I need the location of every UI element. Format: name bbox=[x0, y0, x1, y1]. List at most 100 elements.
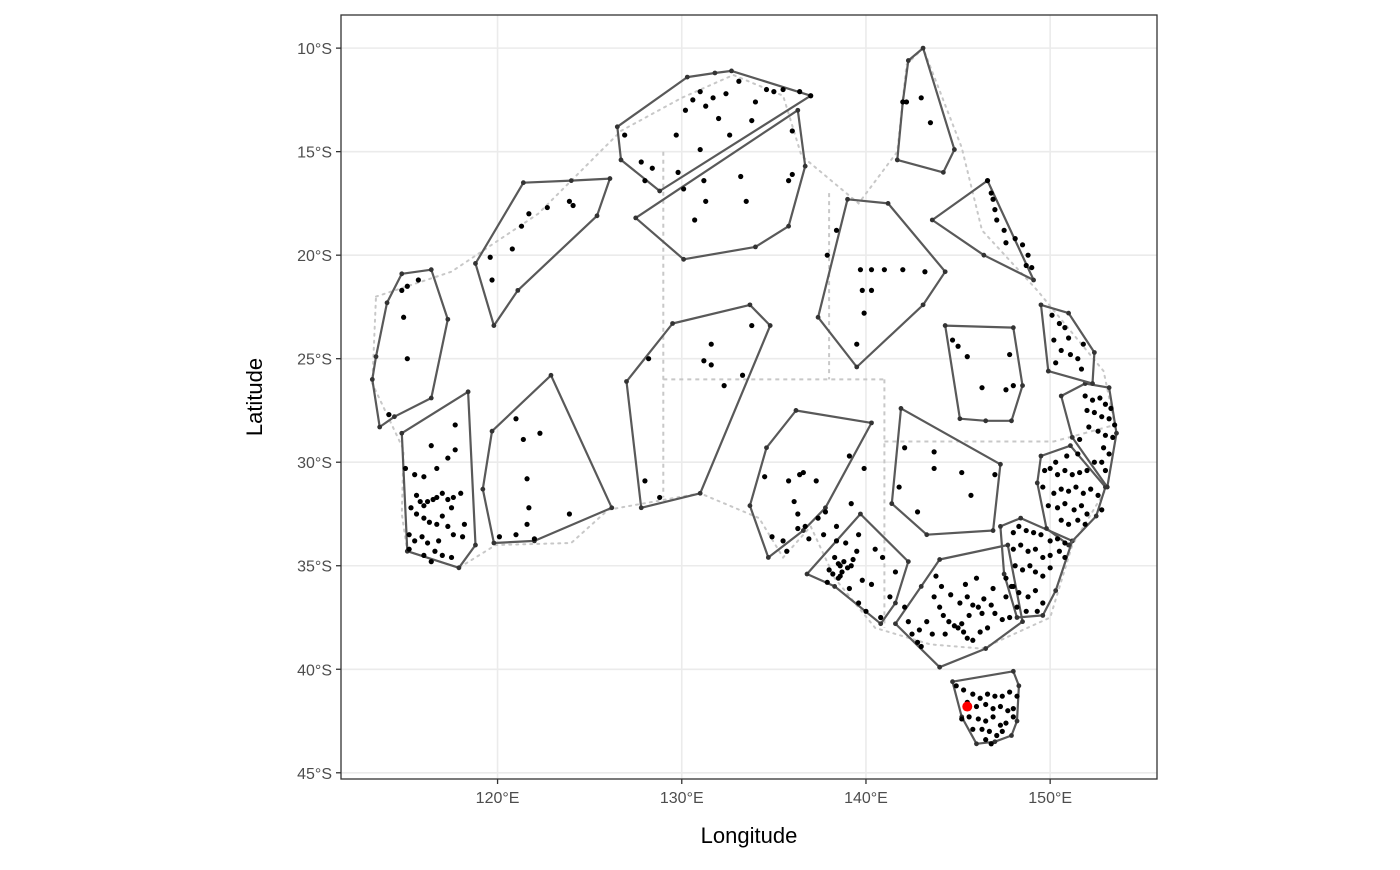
hull-vertex bbox=[1034, 480, 1040, 486]
observation-point bbox=[979, 610, 985, 616]
observation-point bbox=[892, 569, 899, 575]
observation-point bbox=[992, 207, 998, 213]
observation-point bbox=[997, 703, 1004, 710]
hull-vertex bbox=[854, 364, 860, 370]
observation-point bbox=[931, 449, 937, 455]
hull-vertex bbox=[957, 416, 963, 422]
observation-point bbox=[1088, 486, 1094, 492]
observation-point bbox=[458, 490, 464, 496]
observation-point bbox=[964, 635, 970, 641]
observation-point bbox=[1097, 395, 1103, 401]
x-tick-label: 150°E bbox=[1028, 790, 1072, 807]
hull-vertex bbox=[614, 124, 620, 130]
observation-point bbox=[736, 78, 742, 84]
observation-point bbox=[914, 509, 921, 515]
observation-point bbox=[1019, 242, 1026, 248]
observation-point bbox=[1064, 453, 1070, 459]
hull-vertex bbox=[1010, 325, 1016, 331]
hull-vertex bbox=[548, 372, 554, 378]
observation-point bbox=[999, 728, 1005, 734]
observation-point bbox=[710, 95, 716, 101]
observation-point bbox=[513, 532, 519, 538]
y-axis-title: Latitude bbox=[242, 358, 267, 436]
observation-point bbox=[520, 436, 526, 443]
observation-point bbox=[984, 625, 991, 631]
x-tick-label: 130°E bbox=[660, 790, 704, 807]
observation-point bbox=[1030, 530, 1037, 536]
observation-points bbox=[386, 78, 1118, 747]
observation-point bbox=[922, 269, 928, 275]
observation-point bbox=[857, 267, 864, 273]
y-tick-label: 15°S bbox=[297, 145, 332, 162]
observation-point bbox=[452, 422, 458, 428]
observation-point bbox=[434, 494, 440, 501]
hull-vertex bbox=[905, 58, 911, 63]
hull-vertex bbox=[786, 223, 792, 229]
observation-point bbox=[997, 722, 1004, 728]
observation-point bbox=[833, 538, 840, 544]
hull-vertex bbox=[428, 395, 434, 401]
observation-point bbox=[808, 93, 814, 99]
observation-point bbox=[1075, 517, 1081, 523]
observation-point bbox=[846, 585, 852, 592]
observation-point bbox=[421, 552, 427, 558]
observation-point bbox=[942, 631, 948, 637]
observation-point bbox=[404, 283, 410, 289]
hull-vertex bbox=[1020, 383, 1025, 389]
coastline bbox=[371, 46, 1118, 650]
observation-point bbox=[1054, 536, 1061, 542]
observation-point bbox=[439, 490, 445, 496]
observation-point bbox=[1047, 565, 1053, 571]
observation-point bbox=[964, 354, 970, 360]
observation-point bbox=[526, 505, 532, 511]
hull-vertex bbox=[729, 68, 734, 74]
observation-point bbox=[450, 532, 456, 538]
observation-point bbox=[1029, 264, 1035, 271]
hull-vertex bbox=[568, 178, 574, 184]
hull-vertex bbox=[1014, 718, 1020, 724]
observation-point bbox=[1014, 693, 1020, 699]
observation-point bbox=[1053, 360, 1059, 366]
observation-point bbox=[445, 455, 451, 461]
observation-point bbox=[1102, 401, 1109, 407]
panel-border bbox=[340, 14, 1158, 780]
observation-point bbox=[802, 523, 808, 530]
region-hulls bbox=[369, 45, 1119, 747]
observation-point bbox=[1032, 569, 1039, 575]
y-tick-label: 45°S bbox=[297, 766, 332, 783]
observation-point bbox=[940, 612, 946, 619]
observation-point bbox=[1110, 434, 1116, 440]
observation-point bbox=[975, 604, 981, 610]
hull-vertex bbox=[515, 287, 521, 293]
observation-point bbox=[968, 492, 974, 498]
observation-point bbox=[769, 534, 775, 540]
observation-point bbox=[850, 556, 856, 563]
observation-point bbox=[445, 496, 451, 503]
observation-point bbox=[786, 478, 792, 484]
region-hull bbox=[999, 516, 1074, 619]
observation-point bbox=[1054, 472, 1061, 478]
hull-vertex bbox=[950, 679, 955, 685]
hull-vertex bbox=[804, 571, 810, 577]
hull-vertex bbox=[373, 354, 379, 360]
hull-vertex bbox=[638, 505, 644, 511]
observation-point bbox=[1010, 383, 1016, 389]
observation-point bbox=[960, 629, 967, 635]
observation-point bbox=[970, 691, 976, 697]
hull-vertex bbox=[1090, 381, 1095, 386]
hull-vertex bbox=[1066, 310, 1071, 316]
hull-vertex bbox=[1016, 683, 1022, 689]
observation-point bbox=[622, 132, 628, 138]
hull-vertex bbox=[712, 70, 718, 76]
observation-point bbox=[837, 563, 843, 569]
observation-point bbox=[986, 728, 992, 734]
hull-vertex bbox=[377, 424, 383, 430]
hull-vertex bbox=[1104, 484, 1110, 490]
observation-point bbox=[743, 198, 749, 204]
region-hull bbox=[474, 177, 612, 327]
observation-point bbox=[841, 559, 847, 565]
observation-point bbox=[487, 254, 493, 260]
observation-point bbox=[531, 536, 538, 542]
observation-point bbox=[513, 416, 519, 422]
hull-vertex bbox=[974, 741, 979, 747]
